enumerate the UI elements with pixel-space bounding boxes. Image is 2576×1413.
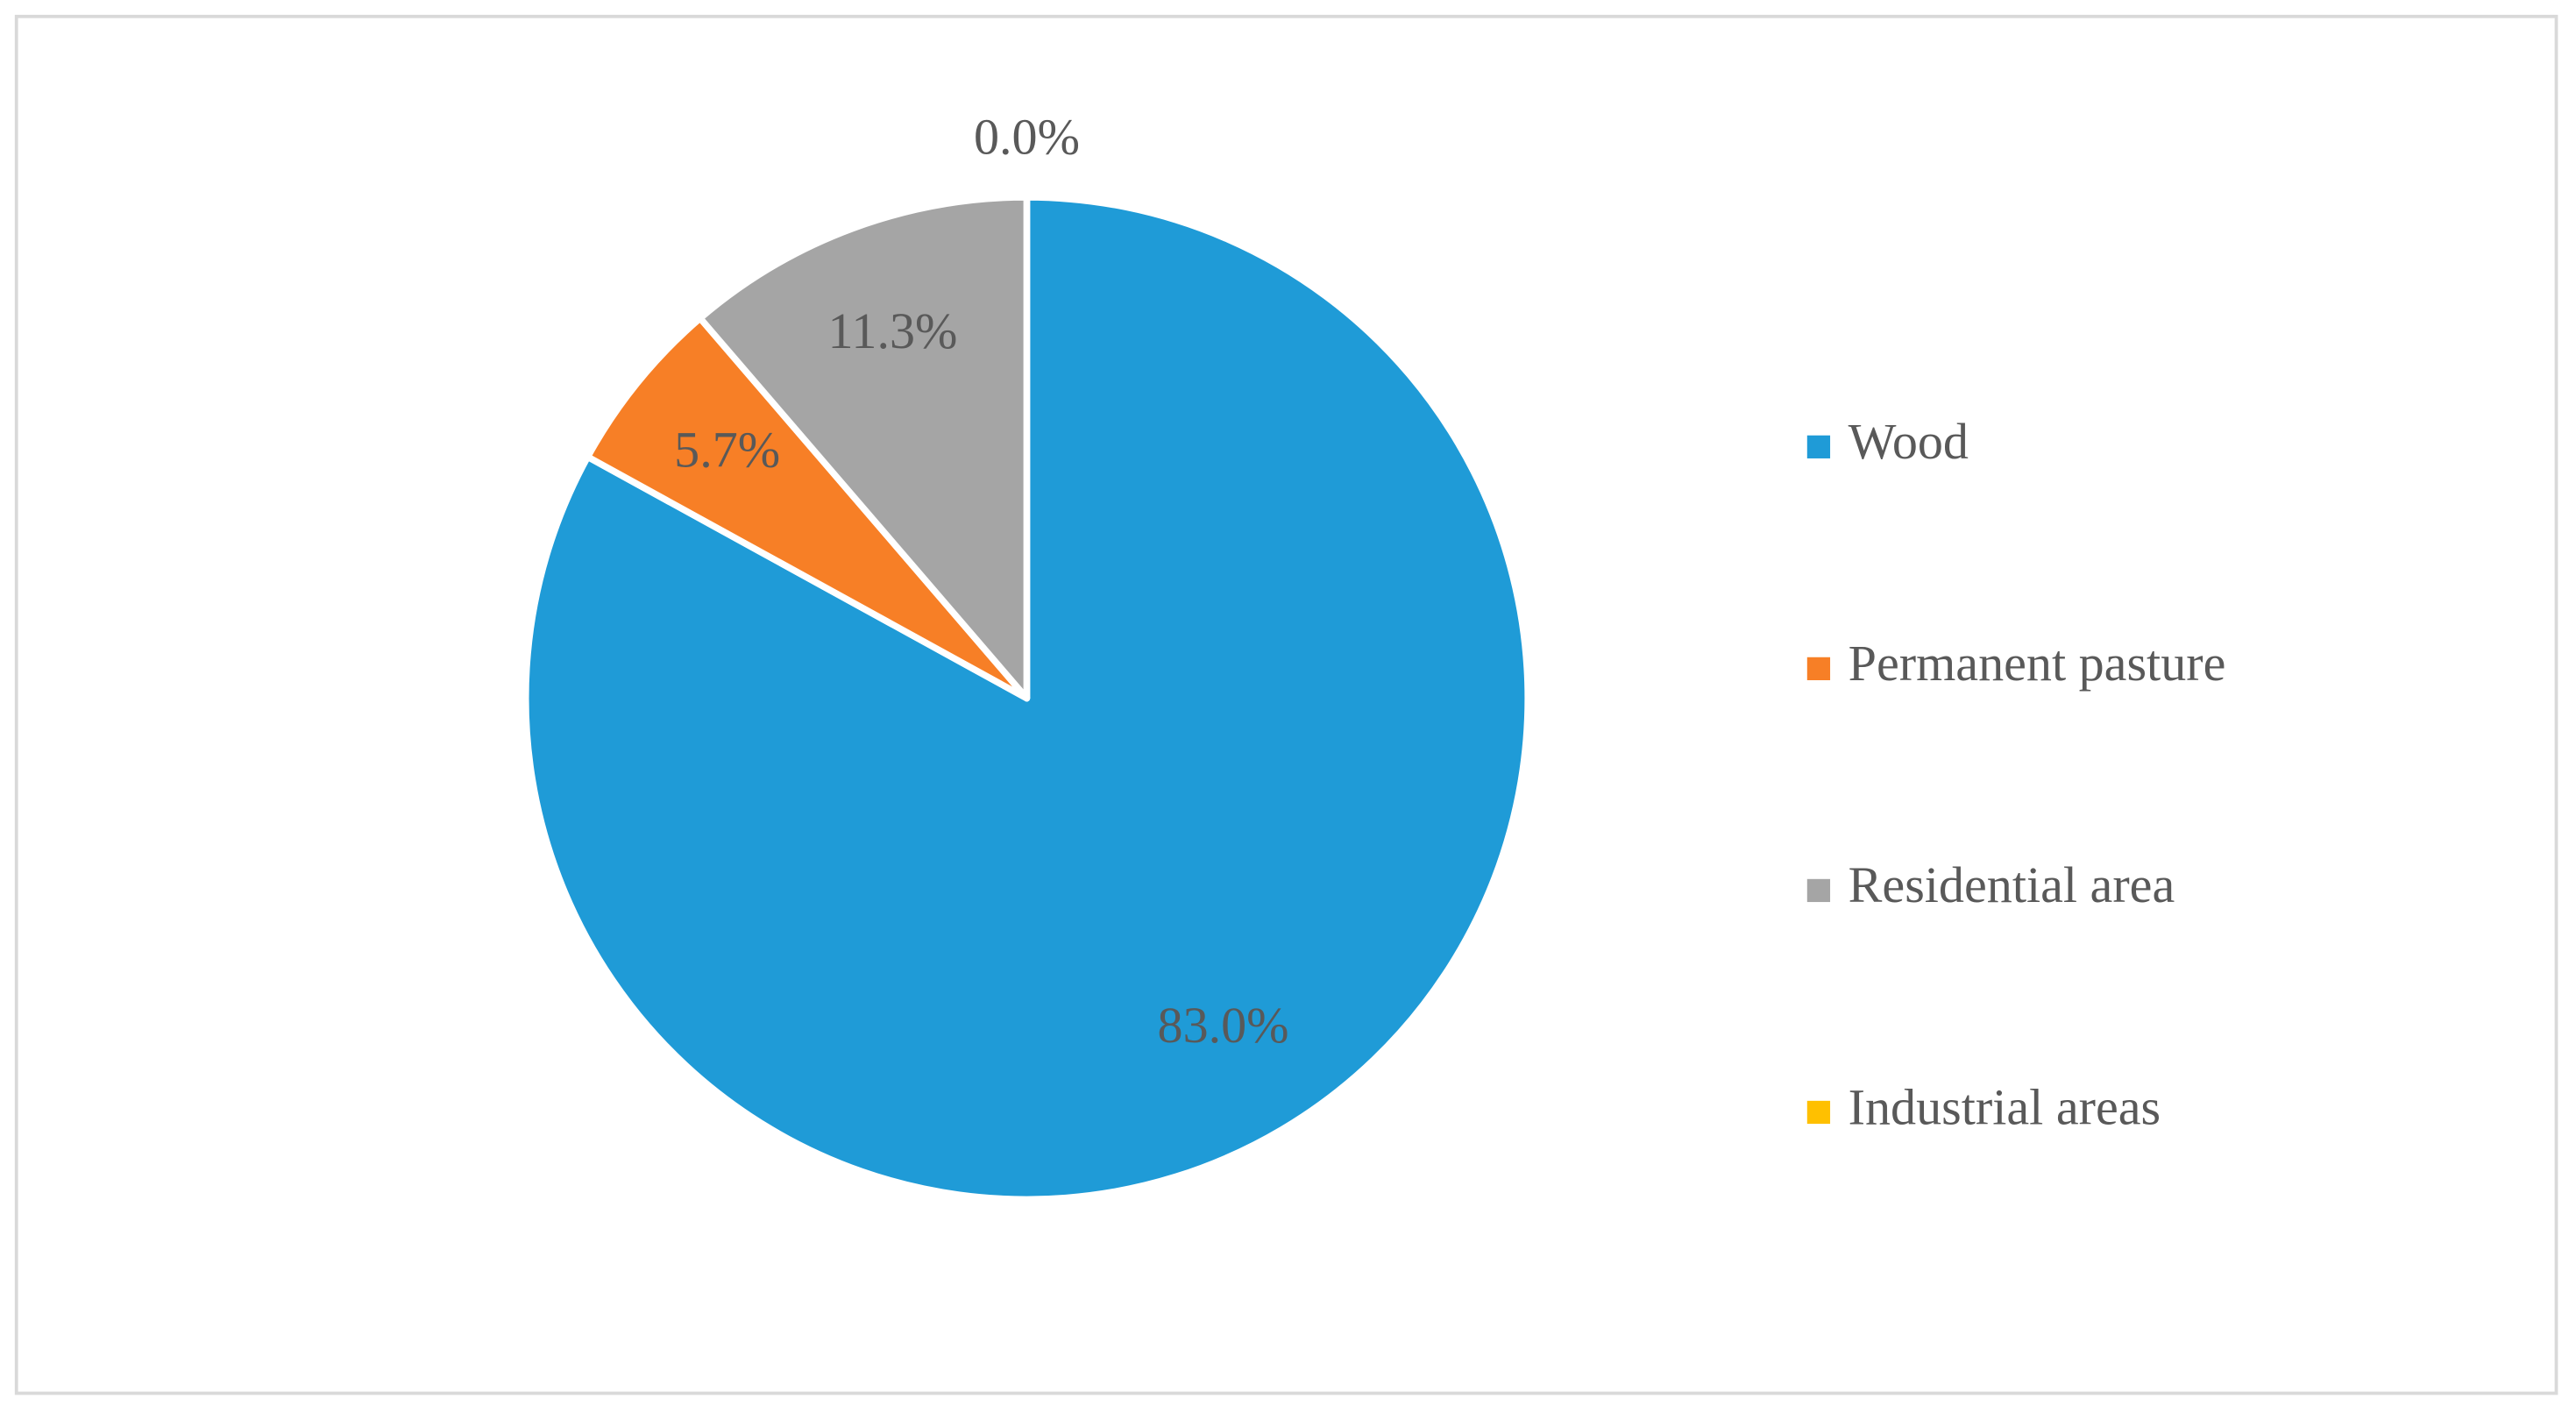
legend-swatch (1806, 435, 1831, 458)
legend-swatch (1806, 657, 1831, 681)
pie-slice (697, 194, 1031, 702)
data-label: 5.7% (674, 422, 780, 479)
pie-slice (584, 315, 1031, 702)
data-label: 11.3% (828, 302, 958, 359)
legend-label: Wood (1849, 413, 1969, 470)
data-label: 83.0% (1158, 997, 1289, 1054)
data-label: 0.0% (974, 108, 1080, 165)
legend-label: Permanent pasture (1849, 635, 2226, 692)
legend-label: Residential area (1849, 856, 2175, 913)
legend-swatch (1806, 1100, 1831, 1125)
legend-label: Industrial areas (1849, 1078, 2161, 1135)
legend-swatch (1806, 878, 1831, 903)
